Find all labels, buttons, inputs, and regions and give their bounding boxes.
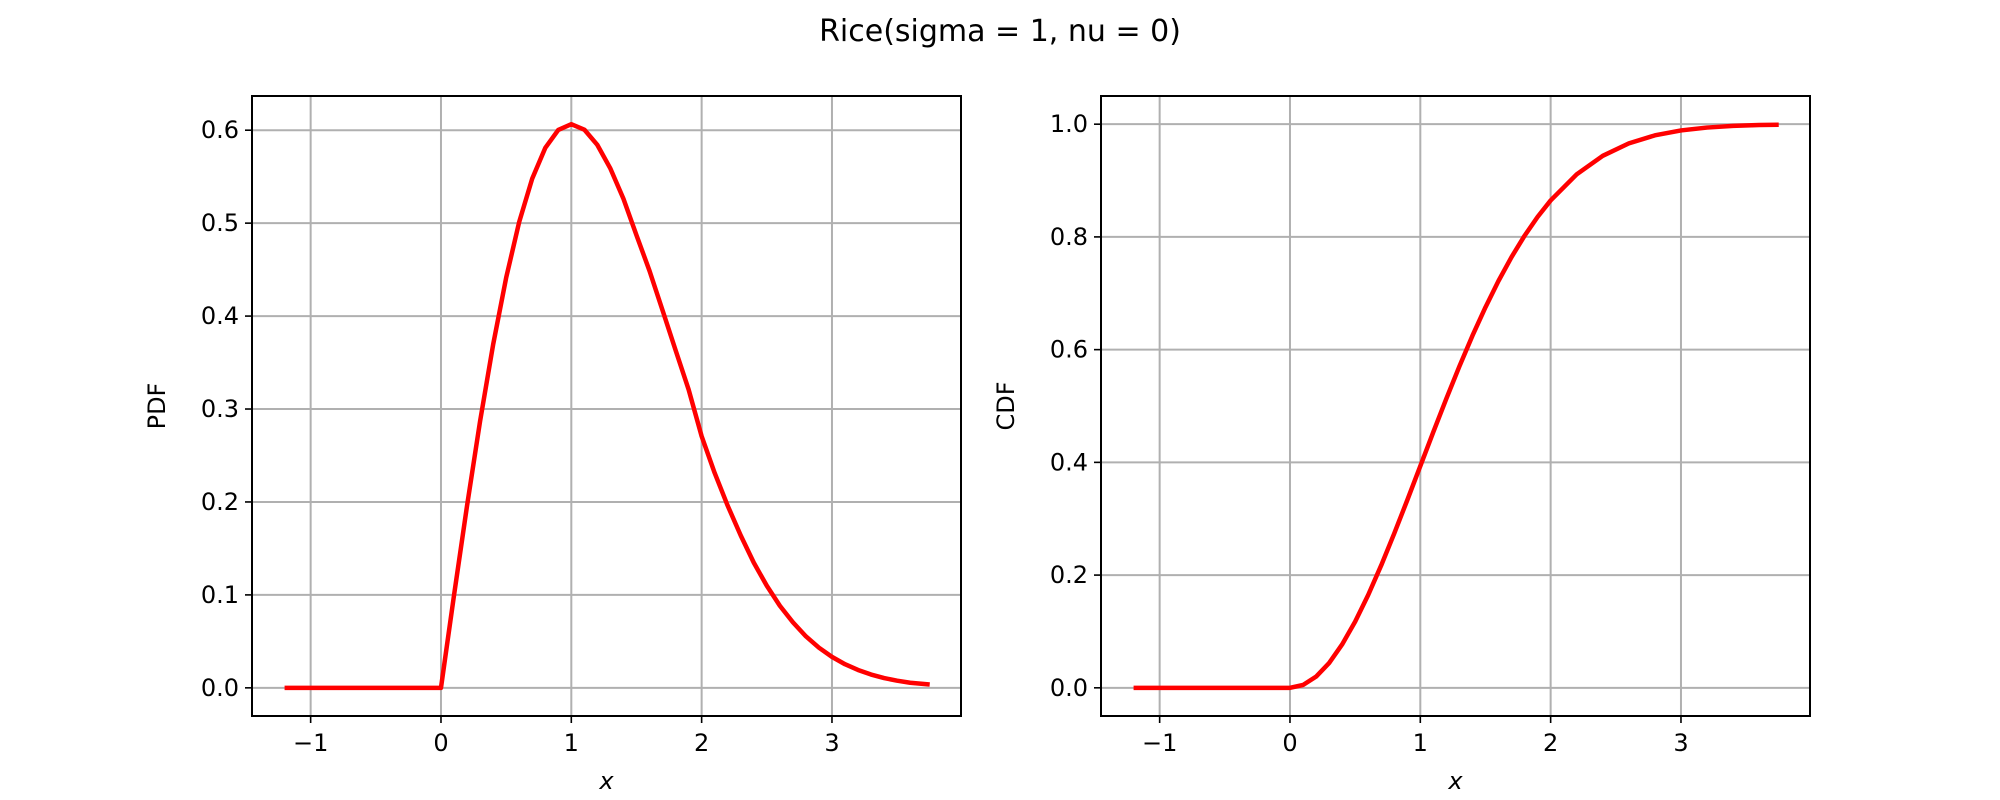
pdf-x-tick-label: 3 xyxy=(824,729,839,757)
pdf-curve xyxy=(284,121,930,691)
cdf-x-tick-label: 2 xyxy=(1543,729,1558,757)
cdf-x-tick-label: 3 xyxy=(1673,729,1688,757)
pdf-x-axis-label: x xyxy=(598,767,614,795)
pdf-y-tick-label: 0.5 xyxy=(201,209,239,237)
cdf-y-tick-label: 0.4 xyxy=(1050,448,1088,476)
cdf-y-axis-label: CDF xyxy=(992,381,1020,430)
pdf-panel: −1 0 1 2 3 0.0 0.1 0.2 0.3 0.4 0.5 0.6 x PDF xyxy=(143,95,962,795)
pdf-y-axis-label: PDF xyxy=(143,383,171,430)
cdf-y-tick-label: 0.2 xyxy=(1050,561,1088,589)
pdf-y-tick-label: 0.4 xyxy=(201,302,239,330)
pdf-y-tick-label: 0.6 xyxy=(201,116,239,144)
cdf-curve xyxy=(1133,122,1779,691)
pdf-y-tick-label: 0.1 xyxy=(201,581,239,609)
cdf-x-tick-label: −1 xyxy=(1142,729,1177,757)
cdf-x-tick-label: 1 xyxy=(1413,729,1428,757)
pdf-x-tick-label: 0 xyxy=(433,729,448,757)
cdf-x-axis-label: x xyxy=(1447,767,1463,795)
pdf-x-tick-label: 2 xyxy=(694,729,709,757)
pdf-x-tick-label: −1 xyxy=(293,729,328,757)
cdf-y-tick-label: 0.0 xyxy=(1050,674,1088,702)
pdf-y-tick-label: 0.2 xyxy=(201,488,239,516)
cdf-axes-frame xyxy=(1100,95,1811,717)
cdf-y-tick-label: 0.8 xyxy=(1050,223,1088,251)
cdf-x-tick-label: 0 xyxy=(1282,729,1297,757)
cdf-y-tick-label: 1.0 xyxy=(1050,110,1088,138)
pdf-y-tick-label: 0.3 xyxy=(201,395,239,423)
pdf-y-tick-label: 0.0 xyxy=(201,674,239,702)
figure-title: Rice(sigma = 1, nu = 0) xyxy=(819,14,1181,49)
pdf-axes-frame xyxy=(251,95,962,717)
cdf-panel: −1 0 1 2 3 0.0 0.2 0.4 0.6 0.8 1.0 x CDF xyxy=(992,95,1811,795)
cdf-y-tick-label: 0.6 xyxy=(1050,336,1088,364)
pdf-x-tick-label: 1 xyxy=(564,729,579,757)
